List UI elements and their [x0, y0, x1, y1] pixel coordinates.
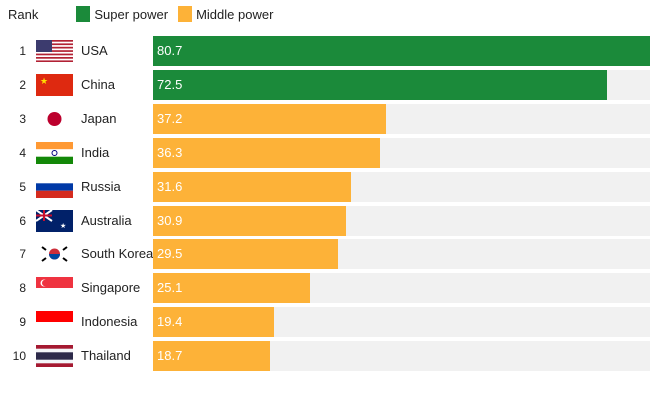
- value-label: 37.2: [157, 110, 183, 126]
- bar: 37.2: [153, 103, 386, 134]
- legend-middle: Middle power: [178, 6, 273, 22]
- flag-icon: [36, 107, 73, 130]
- rank-number: 10: [12, 349, 26, 364]
- value-label: 80.7: [157, 43, 183, 58]
- bar-track: 30.9: [153, 205, 650, 236]
- country-label: Indonesia: [81, 314, 138, 330]
- bar-row-thailand: 10 Thailand 18.7: [0, 341, 650, 372]
- value-label: 18.7: [157, 348, 183, 364]
- flag-icon: [36, 141, 73, 164]
- bar-track: 18.7: [153, 341, 650, 372]
- bar: 31.6: [153, 171, 351, 202]
- bar-row-indonesia: 9 Indonesia 19.4: [0, 307, 650, 338]
- rank-header: Rank: [8, 6, 39, 22]
- flag-icon: [36, 277, 73, 300]
- bar: 72.5: [153, 69, 607, 100]
- bar-row-australia: 6 ★ Australia 30.9: [0, 205, 650, 236]
- country-label: South Korea: [81, 246, 154, 262]
- bar: 19.4: [153, 307, 275, 338]
- rank-number: 2: [19, 77, 26, 92]
- bar-track: 31.6: [153, 171, 650, 202]
- value-label: 36.3: [157, 144, 183, 160]
- bar-row-usa: 1 USA 80.7: [0, 36, 650, 66]
- flag-icon: [36, 243, 73, 266]
- bar: 36.3: [153, 137, 381, 168]
- country-label: China: [81, 76, 115, 92]
- value-label: 29.5: [157, 246, 183, 262]
- value-label: 72.5: [157, 76, 183, 92]
- country-label: Thailand: [81, 348, 131, 364]
- legend-label-super: Super power: [94, 6, 169, 22]
- bar-row-japan: 3 Japan 37.2: [0, 103, 650, 134]
- bar-row-russia: 5 Russia 31.6: [0, 171, 650, 202]
- country-label: USA: [81, 43, 108, 58]
- bar: 80.7: [153, 36, 650, 66]
- country-label: Russia: [81, 178, 121, 194]
- bar-row-singapore: 8 Singapore 25.1: [0, 273, 650, 304]
- bar-row-china: 2 ★ China 72.5: [0, 69, 650, 100]
- country-label: Japan: [81, 110, 117, 126]
- value-label: 30.9: [157, 212, 183, 228]
- bar-track: 19.4: [153, 307, 650, 338]
- bar: 30.9: [153, 205, 347, 236]
- rank-number: 9: [19, 315, 26, 330]
- flag-icon: [36, 345, 73, 368]
- svg-text:★: ★: [40, 76, 48, 86]
- bar-track: 25.1: [153, 273, 650, 304]
- legend-super: Super power: [76, 6, 168, 22]
- bar-track: 37.2: [153, 103, 650, 134]
- value-label: 31.6: [157, 178, 183, 194]
- rank-number: 1: [19, 44, 26, 58]
- legend-swatch-middle: [178, 6, 193, 22]
- chart-header: Rank Super power Middle power: [8, 6, 273, 22]
- value-label: 19.4: [157, 314, 183, 330]
- bar: 18.7: [153, 341, 271, 372]
- rank-number: 7: [19, 247, 26, 262]
- rank-number: 3: [19, 111, 26, 126]
- flag-icon: ★: [35, 208, 73, 232]
- rank-number: 8: [19, 281, 26, 296]
- bar-track: 29.5: [153, 239, 650, 270]
- legend-label-middle: Middle power: [196, 6, 274, 22]
- flag-icon: [36, 175, 73, 198]
- flag-icon: ★: [36, 73, 73, 96]
- flag-icon: [36, 311, 73, 334]
- bar: 29.5: [153, 239, 338, 270]
- svg-text:★: ★: [60, 222, 66, 230]
- bar-track: 72.5: [153, 69, 650, 100]
- rank-number: 6: [19, 213, 26, 228]
- rank-number: 5: [19, 179, 26, 194]
- bar: 25.1: [153, 273, 311, 304]
- bar-track: 80.7: [153, 36, 650, 66]
- bar-row-india: 4 India 36.3: [0, 137, 650, 168]
- bar-row-south-korea: 7 South Korea 29.5: [0, 239, 650, 270]
- legend-swatch-super: [76, 6, 91, 22]
- country-label: Australia: [81, 212, 132, 228]
- country-label: India: [81, 144, 110, 160]
- flag-icon: [36, 40, 73, 62]
- country-label: Singapore: [81, 280, 141, 296]
- rank-number: 4: [19, 145, 26, 160]
- bar-track: 36.3: [153, 137, 650, 168]
- value-label: 25.1: [157, 280, 183, 296]
